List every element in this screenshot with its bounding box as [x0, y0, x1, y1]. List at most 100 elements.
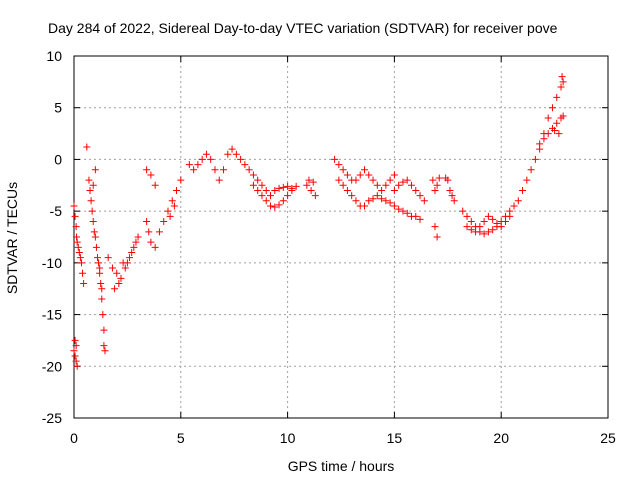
data-point	[412, 212, 420, 220]
data-point	[164, 207, 172, 215]
data-point	[194, 161, 202, 169]
data-point	[117, 274, 125, 282]
data-point	[71, 336, 79, 344]
data-point	[190, 166, 198, 174]
data-point	[284, 182, 292, 190]
data-point	[249, 181, 257, 189]
data-point	[79, 269, 87, 277]
axis-ticks: 0 5 10 15 20 25 -25 -20 -15 -10 -5 0 5 10	[42, 48, 616, 446]
data-point	[506, 212, 514, 220]
data-point	[89, 181, 97, 189]
data-point	[378, 195, 386, 203]
data-point	[95, 259, 103, 267]
data-point	[267, 202, 275, 210]
data-point	[343, 186, 351, 194]
y-tick-label: 5	[54, 100, 62, 116]
data-point	[352, 197, 360, 205]
data-point	[360, 166, 368, 174]
y-tick-label: -5	[50, 203, 63, 219]
data-point	[207, 155, 215, 163]
data-point	[429, 176, 437, 184]
data-point	[73, 238, 81, 246]
data-point	[75, 249, 83, 257]
data-point	[480, 217, 488, 225]
data-point	[279, 197, 287, 205]
data-point	[331, 155, 339, 163]
data-point	[173, 186, 181, 194]
data-point	[86, 186, 94, 194]
data-point	[74, 243, 82, 251]
data-point	[431, 186, 439, 194]
data-point	[87, 197, 95, 205]
data-point	[365, 171, 373, 179]
data-point	[237, 155, 245, 163]
data-point	[555, 130, 563, 138]
data-point	[433, 233, 441, 241]
data-point	[501, 217, 509, 225]
data-point	[73, 362, 81, 370]
data-point	[292, 182, 300, 190]
data-point	[489, 226, 497, 234]
y-tick-label: -10	[42, 255, 62, 271]
data-point	[307, 186, 315, 194]
data-point	[126, 254, 134, 262]
data-point	[143, 166, 151, 174]
plot-frame	[73, 55, 609, 419]
data-point	[450, 197, 458, 205]
data-point	[267, 192, 275, 200]
data-point	[160, 217, 168, 225]
data-point	[284, 192, 292, 200]
data-point	[448, 192, 456, 200]
data-point	[170, 202, 178, 210]
data-point	[258, 181, 266, 189]
data-point	[98, 295, 106, 303]
data-point	[386, 176, 394, 184]
data-point	[373, 192, 381, 200]
data-point	[121, 264, 129, 272]
data-point	[143, 217, 151, 225]
data-point	[111, 285, 119, 293]
data-point	[403, 176, 411, 184]
x-tick-label: 25	[600, 430, 616, 446]
data-point	[559, 112, 567, 120]
data-point	[519, 186, 527, 194]
data-point	[360, 202, 368, 210]
data-point	[151, 181, 159, 189]
data-point	[71, 212, 79, 220]
data-point	[262, 197, 270, 205]
data-point	[348, 192, 356, 200]
data-point	[72, 357, 80, 365]
data-point	[134, 233, 142, 241]
data-point	[480, 230, 488, 238]
data-point	[531, 155, 539, 163]
data-point	[245, 166, 253, 174]
data-point	[70, 202, 78, 210]
data-point	[390, 202, 398, 210]
data-point	[544, 130, 552, 138]
data-point	[467, 226, 475, 234]
data-point	[412, 186, 420, 194]
data-point	[93, 254, 101, 262]
data-point	[386, 199, 394, 207]
data-point	[211, 166, 219, 174]
data-point	[262, 186, 270, 194]
data-point	[493, 220, 501, 228]
data-point	[527, 166, 535, 174]
data-point	[108, 264, 116, 272]
data-point	[249, 171, 257, 179]
data-point	[416, 215, 424, 223]
data-point	[416, 192, 424, 200]
x-tick-label: 10	[280, 430, 296, 446]
data-point	[177, 176, 185, 184]
data-point	[220, 166, 228, 174]
x-tick-label: 5	[177, 430, 185, 446]
data-point	[373, 181, 381, 189]
data-point	[97, 280, 105, 288]
data-point	[271, 186, 279, 194]
y-tick-label: -20	[42, 358, 62, 374]
data-point	[536, 140, 544, 148]
data-point	[96, 264, 104, 272]
data-point	[202, 150, 210, 158]
data-point	[168, 197, 176, 205]
